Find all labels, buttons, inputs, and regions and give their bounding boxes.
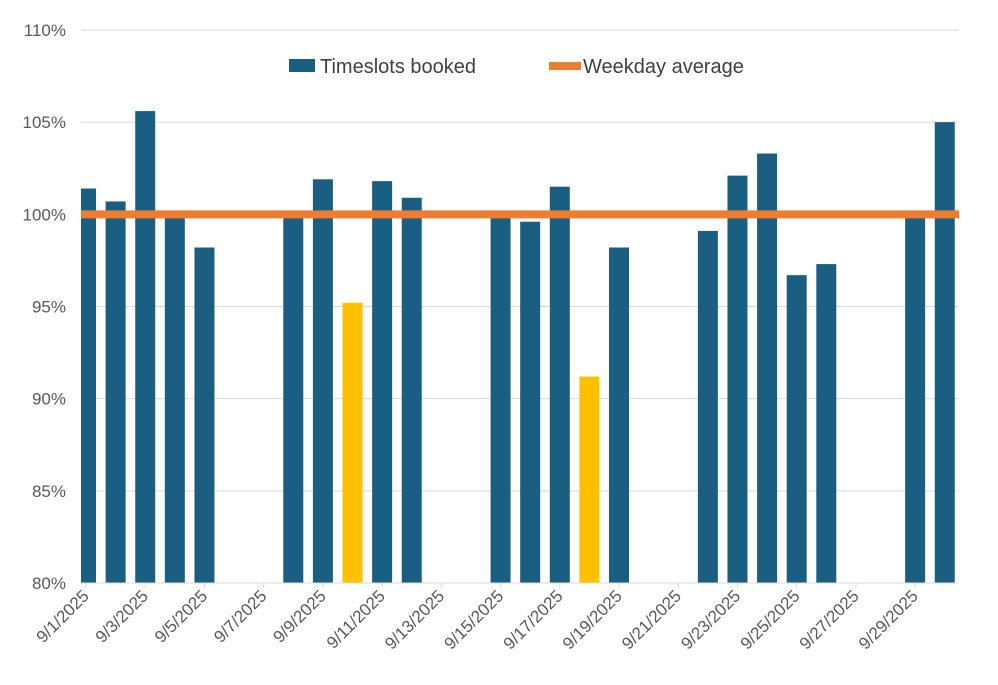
y-tick-label: 90% xyxy=(32,390,66,409)
bar-9-18-2025 xyxy=(579,376,600,583)
y-axis-tick-labels: 80% 85% 90% 95% 100% 105% 110% xyxy=(23,21,66,593)
bar-9-15-2025 xyxy=(490,216,511,583)
x-tick-label: 9/25/2025 xyxy=(737,586,804,653)
x-tick-label: 9/29/2025 xyxy=(855,586,922,653)
bar-9-8-2025 xyxy=(283,216,304,583)
bar-9-26-2025 xyxy=(816,264,837,583)
x-tick-label: 9/9/2025 xyxy=(269,586,329,646)
bar-9-11-2025 xyxy=(372,181,393,584)
x-tick-label: 9/7/2025 xyxy=(210,586,270,646)
bar-9-3-2025 xyxy=(135,111,156,584)
bar-9-2-2025 xyxy=(105,201,126,583)
y-tick-label: 85% xyxy=(32,482,66,501)
x-tick-label: 9/11/2025 xyxy=(323,586,389,652)
x-tick-label: 9/21/2025 xyxy=(618,586,685,653)
x-tick-label: 9/15/2025 xyxy=(440,586,507,653)
x-tick-label: 9/3/2025 xyxy=(92,586,152,646)
legend-label-timeslots: Timeslots booked xyxy=(320,56,476,78)
y-tick-label: 110% xyxy=(24,21,66,40)
bar-9-4-2025 xyxy=(164,216,185,583)
legend-swatch-timeslots xyxy=(289,59,315,72)
y-tick-label: 95% xyxy=(32,298,66,317)
bar-9-12-2025 xyxy=(401,197,422,583)
x-axis-tick-labels: 9/1/20259/3/20259/5/20259/7/20259/9/2025… xyxy=(33,583,922,653)
legend: Timeslots booked Weekday average xyxy=(289,56,744,78)
bar-9-5-2025 xyxy=(194,247,215,583)
x-tick-label: 9/23/2025 xyxy=(677,586,744,653)
bar-9-23-2025 xyxy=(727,175,748,583)
y-tick-label: 80% xyxy=(32,574,66,593)
y-tick-label: 105% xyxy=(23,113,66,132)
x-tick-label: 9/1/2025 xyxy=(33,586,93,646)
bar-9-17-2025 xyxy=(549,186,570,583)
bar-9-19-2025 xyxy=(609,247,630,583)
x-tick-label: 9/13/2025 xyxy=(381,586,448,653)
y-tick-label: 100% xyxy=(23,205,66,224)
bar-series xyxy=(81,111,955,584)
bar-9-25-2025 xyxy=(786,275,807,583)
bar-9-9-2025 xyxy=(312,179,333,583)
bar-9-30-2025 xyxy=(934,122,955,584)
x-tick-label: 9/5/2025 xyxy=(151,586,211,646)
legend-label-weekday-average: Weekday average xyxy=(583,56,744,78)
x-tick-label: 9/19/2025 xyxy=(559,586,626,653)
bar-9-1-2025 xyxy=(81,188,96,583)
bar-9-24-2025 xyxy=(757,153,778,583)
x-tick-label: 9/27/2025 xyxy=(796,586,863,653)
bar-9-29-2025 xyxy=(905,216,926,583)
bar-9-16-2025 xyxy=(520,221,541,583)
bar-9-10-2025 xyxy=(342,302,363,583)
x-tick-label: 9/17/2025 xyxy=(500,586,567,653)
bar-9-22-2025 xyxy=(697,230,718,583)
